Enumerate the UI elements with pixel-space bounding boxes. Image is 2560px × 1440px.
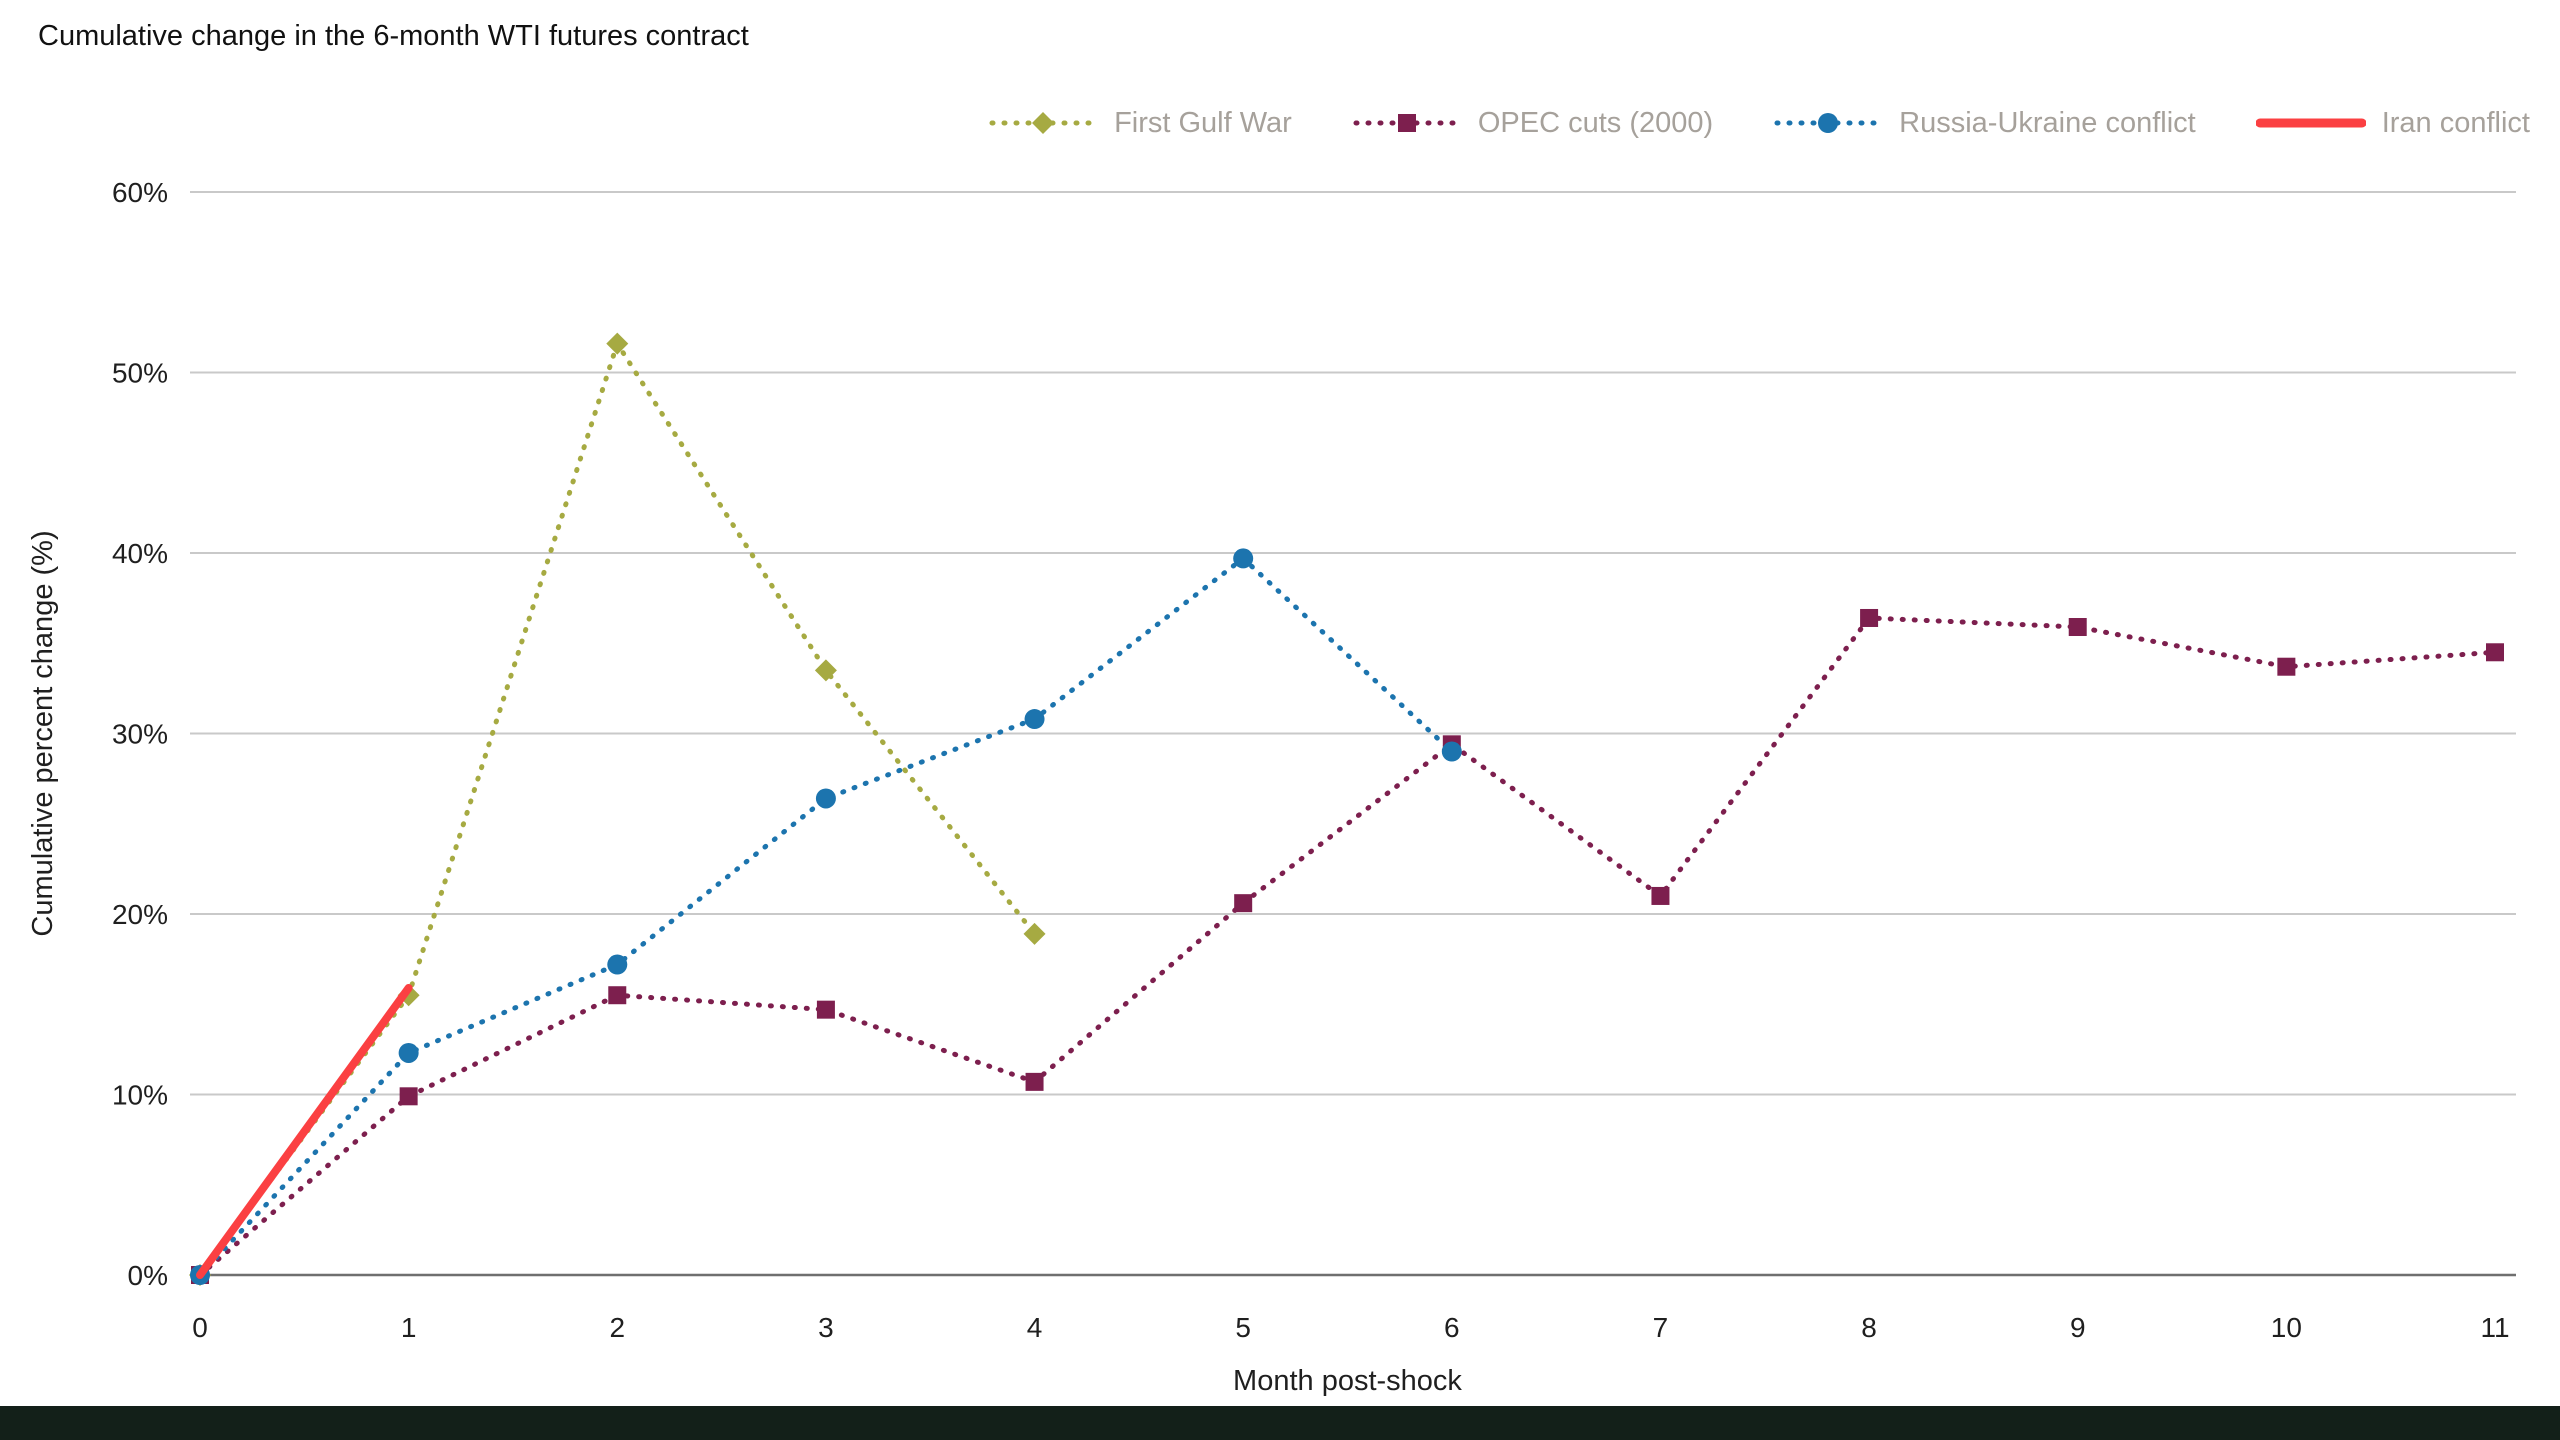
x-tick-label: 3 (818, 1312, 834, 1343)
marker-diamond (814, 659, 837, 682)
marker-square (2277, 657, 2296, 676)
y-tick-label: 50% (112, 358, 168, 389)
series-line (197, 615, 2498, 1278)
x-tick-label: 0 (192, 1312, 208, 1343)
marker-circle (1441, 741, 1462, 762)
x-tick-label: 1 (401, 1312, 417, 1343)
marker-square (1860, 608, 1879, 627)
series-line (196, 984, 413, 1279)
marker-square (1025, 1072, 1044, 1091)
x-axis-title: Month post-shock (1233, 1365, 1462, 1397)
legend-label: OPEC cuts (2000) (1477, 106, 1714, 139)
series-line (197, 341, 1038, 1278)
y-tick-label: 40% (112, 538, 168, 569)
legend-label: First Gulf War (1114, 106, 1292, 139)
marker-square (1234, 894, 1253, 913)
marker-square (816, 1000, 835, 1019)
x-tick-label: 2 (609, 1312, 625, 1343)
marker-circle (607, 954, 628, 975)
chart-title: Cumulative change in the 6-month WTI fut… (38, 20, 749, 52)
legend-swatch-none-icon (2255, 118, 2366, 128)
marker-circle (1024, 709, 1045, 730)
marker-square (2486, 643, 2504, 662)
legend-item-russia-ukraine-conflict: Russia-Ukraine conflict (1773, 106, 2196, 140)
legend-label: Russia-Ukraine conflict (1899, 106, 2196, 139)
y-tick-label: 60% (112, 177, 168, 208)
legend-swatch-circle-icon (1774, 113, 1882, 133)
marker-square (2068, 618, 2087, 637)
y-tick-label: 0% (128, 1260, 168, 1291)
x-tick-label: 7 (1653, 1312, 1669, 1343)
marker-square (1651, 886, 1670, 905)
y-tick-label: 10% (112, 1080, 168, 1111)
marker-diamond (1023, 922, 1046, 945)
legend-label: Iran conflict (2381, 106, 2530, 139)
x-tick-label: 4 (1027, 1312, 1043, 1343)
x-tick-label: 10 (2271, 1312, 2302, 1343)
y-axis-title: Cumulative percent change (%) (27, 530, 59, 936)
x-tick-label: 9 (2070, 1312, 2086, 1343)
marker-circle (815, 788, 836, 809)
marker-circle (1233, 548, 1254, 569)
x-tick-label: 11 (2480, 1312, 2509, 1343)
x-tick-label: 6 (1444, 1312, 1460, 1343)
legend-swatch-diamond-icon (989, 112, 1097, 134)
x-tick-label: 5 (1235, 1312, 1251, 1343)
y-tick-label: 30% (112, 719, 168, 750)
marker-diamond (606, 332, 629, 355)
legend-item-first-gulf-war: First Gulf War (988, 106, 1292, 140)
marker-square (608, 986, 627, 1005)
marker-square (399, 1087, 418, 1106)
legend-swatch-square-icon (1353, 114, 1461, 132)
y-tick-label: 20% (112, 899, 168, 930)
marker-circle (398, 1042, 419, 1063)
legend-item-iran-conflict: Iran conflict (2255, 106, 2530, 140)
legend-item-opec-cuts-2000-: OPEC cuts (2000) (1352, 106, 1713, 140)
footer-bar (0, 1406, 2560, 1440)
x-tick-label: 8 (1861, 1312, 1877, 1343)
legend: First Gulf War OPEC cuts (2000) Russia-Ukr… (988, 106, 2530, 140)
